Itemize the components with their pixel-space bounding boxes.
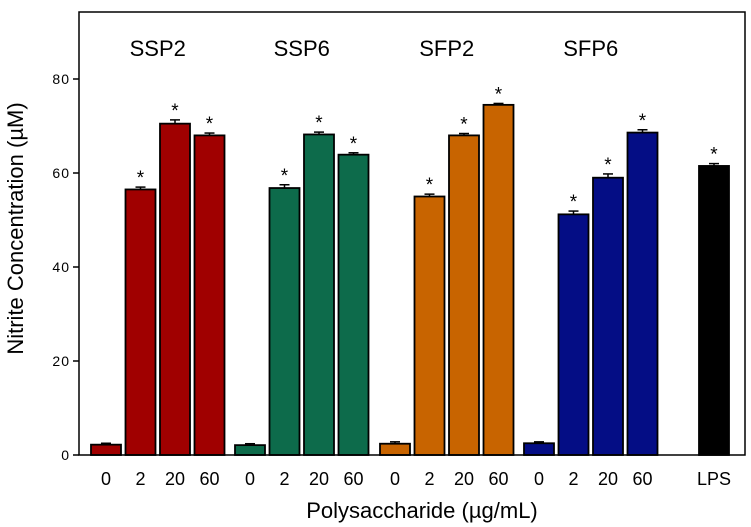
x-tick-label: 2 — [424, 469, 434, 489]
group-label: SSP6 — [274, 36, 330, 61]
significance-marker: * — [315, 113, 323, 134]
bar — [337, 153, 370, 456]
y-tick-label: 20 — [52, 353, 70, 369]
bar — [698, 165, 730, 456]
bar — [448, 134, 480, 456]
significance-marker: * — [639, 111, 647, 132]
x-tick-label: 0 — [101, 469, 111, 489]
bar — [193, 134, 226, 456]
x-tick-label: 0 — [245, 469, 255, 489]
x-tick-label: 60 — [199, 469, 219, 489]
significance-marker: * — [570, 192, 578, 213]
x-axis-label: Polysaccharide (µg/mL) — [306, 498, 538, 523]
group-label: SFP2 — [419, 36, 474, 61]
significance-marker: * — [426, 175, 434, 196]
significance-marker: * — [604, 155, 612, 176]
plot-frame — [78, 11, 746, 456]
significance-marker: * — [460, 115, 468, 136]
x-tick-label: 0 — [534, 469, 544, 489]
x-tick-label: LPS — [697, 469, 731, 489]
bar — [592, 176, 624, 456]
bars-layer: * * * * * * * * * * * * * — [90, 84, 730, 456]
bar — [557, 213, 590, 456]
group-label: SSP2 — [130, 36, 186, 61]
significance-marker: * — [281, 166, 289, 187]
bar — [626, 131, 659, 456]
x-tick-label: 20 — [454, 469, 474, 489]
x-tick-label: 20 — [598, 469, 618, 489]
x-tick-label: 2 — [135, 469, 145, 489]
x-tick-label: 2 — [568, 469, 578, 489]
bar — [234, 444, 266, 456]
y-axis-label: Nitrite Concentration (µM) — [3, 102, 28, 354]
bar — [303, 133, 335, 456]
x-tick-label: 60 — [343, 469, 363, 489]
group-label: SFP6 — [563, 36, 618, 61]
bar — [482, 103, 515, 456]
x-tick-label: 60 — [632, 469, 652, 489]
x-tick-label: 0 — [390, 469, 400, 489]
y-tick-label: 80 — [52, 71, 70, 87]
significance-marker: * — [495, 84, 503, 105]
x-tick-label: 60 — [488, 469, 508, 489]
significance-marker: * — [350, 134, 358, 155]
x-tick-label: 2 — [279, 469, 289, 489]
significance-marker: * — [171, 101, 179, 122]
x-tick-label: 20 — [309, 469, 329, 489]
significance-marker: * — [206, 114, 214, 135]
y-tick-label: 60 — [52, 165, 70, 181]
x-tick-label: 20 — [165, 469, 185, 489]
bar — [124, 188, 157, 456]
bar — [159, 122, 191, 456]
y-tick-label: 40 — [52, 259, 70, 275]
bar — [379, 442, 411, 456]
y-tick-label: 0 — [61, 447, 70, 463]
significance-marker: * — [137, 168, 145, 189]
bar — [523, 442, 555, 456]
bar — [413, 195, 446, 456]
bar — [90, 443, 122, 456]
significance-marker: * — [710, 145, 718, 166]
bar — [268, 187, 301, 456]
